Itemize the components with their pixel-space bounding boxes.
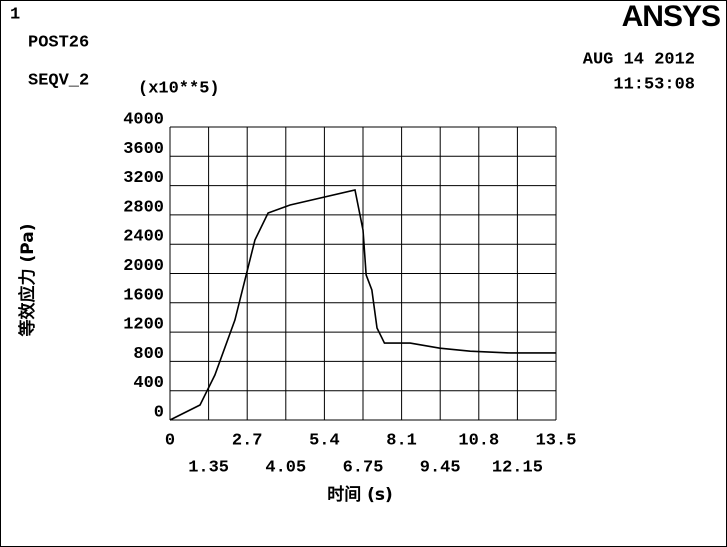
data-line (169, 189, 556, 421)
x-tick-label: 1.35 (188, 458, 229, 477)
x-tick-label: 0 (165, 431, 175, 450)
x-tick-label: 4.05 (265, 458, 306, 477)
y-tick-label: 2000 (123, 257, 164, 276)
y-tick-label: 3200 (123, 169, 164, 188)
y-tick-label: 800 (133, 345, 164, 364)
x-tick-label: 6.75 (343, 458, 384, 477)
x-tick-label: 9.45 (420, 458, 461, 477)
x-tick-label: 10.8 (458, 431, 499, 450)
variable: SEQV_2 (28, 71, 89, 90)
multiplier: (x10**5) (138, 79, 220, 98)
y-axis-label: 等效应力 (Pa) (17, 224, 38, 337)
y-tick-label: 3600 (123, 140, 164, 159)
y-tick-label: 0 (154, 403, 164, 422)
y-tick-label: 1200 (123, 316, 164, 335)
x-tick-label: 13.5 (536, 431, 577, 450)
y-tick-label: 400 (133, 374, 164, 393)
x-tick-label: 12.15 (492, 458, 543, 477)
y-tick-label: 2400 (123, 228, 164, 247)
x-tick-label: 5.4 (309, 431, 340, 450)
x-axis-label: 时间 (s) (327, 484, 393, 505)
y-tick-label: 4000 (123, 110, 164, 129)
x-tick-label: 8.1 (386, 431, 417, 450)
logo: ANSYS (622, 0, 720, 33)
window-number: 1 (10, 5, 20, 24)
x-tick-label: 2.7 (232, 431, 263, 450)
y-tick-label: 1600 (123, 286, 164, 305)
time: 11:53:08 (613, 75, 695, 94)
date: AUG 14 2012 (583, 50, 695, 69)
program: POST26 (28, 33, 89, 52)
y-tick-label: 2800 (123, 198, 164, 217)
